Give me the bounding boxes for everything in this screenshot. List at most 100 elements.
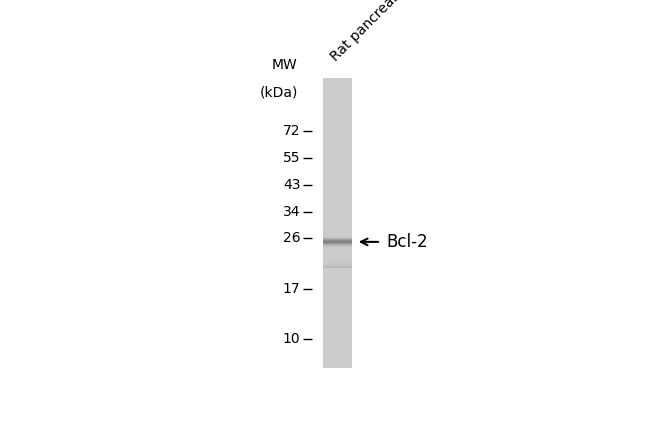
Bar xyxy=(322,153,352,154)
Bar xyxy=(322,123,352,124)
Bar xyxy=(322,254,352,256)
Bar xyxy=(322,323,352,324)
Text: MW: MW xyxy=(272,58,298,72)
Bar xyxy=(322,322,352,323)
Bar xyxy=(322,109,352,110)
Bar xyxy=(322,289,352,290)
Bar xyxy=(322,356,352,357)
Bar xyxy=(322,362,352,363)
Bar xyxy=(322,253,352,254)
Bar xyxy=(322,303,352,304)
Bar xyxy=(322,110,352,112)
Bar xyxy=(322,197,352,198)
Bar xyxy=(322,91,352,92)
Bar xyxy=(322,265,352,266)
Bar xyxy=(322,260,352,262)
Bar xyxy=(322,143,352,144)
Bar xyxy=(322,253,352,254)
Bar xyxy=(322,96,352,97)
Bar xyxy=(322,360,352,362)
Bar xyxy=(322,364,352,365)
Bar xyxy=(322,312,352,314)
Bar xyxy=(322,349,352,350)
Bar xyxy=(322,107,352,109)
Bar xyxy=(322,93,352,94)
Bar xyxy=(322,332,352,333)
Bar xyxy=(322,335,352,336)
Bar xyxy=(322,311,352,312)
Bar xyxy=(322,236,352,237)
Bar xyxy=(322,187,352,188)
Bar xyxy=(322,106,352,108)
Bar xyxy=(322,121,352,122)
Bar xyxy=(322,325,352,326)
Bar xyxy=(322,306,352,307)
Bar xyxy=(322,213,352,215)
Bar xyxy=(322,111,352,112)
Bar xyxy=(322,163,352,165)
Bar xyxy=(322,156,352,158)
Bar xyxy=(322,231,352,232)
Text: Bcl-2: Bcl-2 xyxy=(386,233,428,251)
Bar xyxy=(322,223,352,224)
Bar xyxy=(322,81,352,83)
Bar xyxy=(322,92,352,93)
Text: (kDa): (kDa) xyxy=(259,85,298,99)
Bar xyxy=(322,288,352,290)
Bar xyxy=(322,216,352,218)
Bar xyxy=(322,144,352,145)
Bar xyxy=(322,176,352,177)
Bar xyxy=(322,129,352,131)
Bar xyxy=(322,267,352,268)
Bar xyxy=(322,117,352,118)
Bar xyxy=(322,237,352,239)
Bar xyxy=(322,248,352,249)
Bar xyxy=(322,257,352,258)
Bar xyxy=(322,291,352,293)
Bar xyxy=(322,326,352,327)
Bar xyxy=(322,297,352,298)
Bar xyxy=(322,209,352,211)
Bar xyxy=(322,265,352,266)
Bar xyxy=(322,97,352,98)
Bar xyxy=(322,105,352,106)
Bar xyxy=(322,159,352,161)
Bar xyxy=(322,268,352,269)
Bar xyxy=(322,342,352,343)
Bar xyxy=(322,234,352,236)
Bar xyxy=(322,254,352,255)
Bar xyxy=(322,218,352,219)
Bar xyxy=(322,318,352,319)
Text: 72: 72 xyxy=(283,124,300,138)
Bar xyxy=(322,310,352,311)
Bar xyxy=(322,284,352,285)
Bar xyxy=(322,175,352,176)
Bar xyxy=(322,170,352,171)
Bar xyxy=(322,179,352,181)
Bar xyxy=(322,146,352,147)
Bar xyxy=(322,136,352,137)
Bar xyxy=(322,193,352,194)
Bar xyxy=(322,274,352,275)
Bar xyxy=(322,206,352,208)
Bar xyxy=(322,329,352,330)
Bar xyxy=(322,336,352,338)
Bar xyxy=(322,264,352,265)
Bar xyxy=(322,327,352,328)
Bar xyxy=(322,120,352,121)
Bar xyxy=(322,251,352,252)
Bar xyxy=(322,222,352,223)
Bar xyxy=(322,102,352,104)
Bar xyxy=(322,351,352,352)
Bar xyxy=(322,100,352,102)
Bar xyxy=(322,270,352,271)
Bar xyxy=(322,290,352,291)
Bar xyxy=(322,285,352,286)
Bar xyxy=(322,214,352,215)
Bar xyxy=(322,309,352,310)
Text: 55: 55 xyxy=(283,151,300,165)
Bar xyxy=(322,148,352,149)
Bar xyxy=(322,228,352,229)
Bar xyxy=(322,179,352,180)
Bar xyxy=(322,83,352,84)
